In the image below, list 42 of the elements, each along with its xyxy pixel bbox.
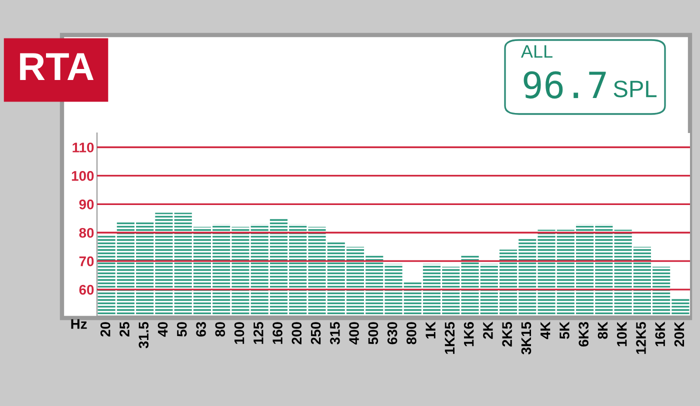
- x-tick-label: 20: [100, 322, 110, 337]
- x-tick-label: 1K6: [464, 322, 474, 346]
- x-tick-label: 10K: [616, 322, 627, 346]
- x-tick-label: 16K: [655, 322, 666, 346]
- x-tick-label: 400: [349, 322, 359, 345]
- x-tick-label: 20K: [674, 322, 684, 347]
- x-tick-label: 100: [234, 322, 244, 344]
- x-tick-label: 8K: [598, 322, 608, 339]
- y-tick-label: 60: [79, 284, 94, 295]
- y-tick-label: 110: [72, 142, 94, 152]
- y-tick-label: 80: [79, 228, 94, 238]
- x-tick-label: 63: [196, 322, 206, 336]
- x-tick-label: 1K25: [444, 322, 455, 354]
- y-tick-label: 90: [79, 199, 94, 210]
- x-tick-label: 40: [158, 322, 168, 337]
- text: ALL: [520, 45, 552, 58]
- text: 96.7: [524, 71, 606, 99]
- x-tick-label: 5K: [560, 322, 570, 339]
- x-tick-label: 50: [176, 322, 187, 337]
- x-tick-label: 315: [330, 322, 340, 344]
- x-tick-label: 800: [406, 322, 416, 344]
- x-tick-label: 6K3: [578, 322, 589, 347]
- x-tick-label: 80: [215, 322, 226, 337]
- x-tick-label: 250: [310, 322, 321, 344]
- x-tick-label: 25: [120, 322, 130, 337]
- x-tick-label: 3K15: [521, 322, 532, 354]
- x-tick-label: 500: [368, 322, 378, 344]
- y-tick-label: 70: [79, 256, 94, 266]
- x-tick-label: 1K: [426, 322, 436, 338]
- y-tick-label: 100: [72, 171, 94, 181]
- x-tick-label: 2K5: [502, 322, 512, 347]
- x-tick-label: 630: [387, 322, 398, 344]
- x-axis-title: Hz: [71, 319, 87, 329]
- chart-title: RTA: [20, 53, 94, 80]
- x-tick-label: 125: [253, 322, 264, 344]
- x-tick-label: 12K5: [636, 322, 646, 354]
- x-tick-label: 31.5: [138, 322, 149, 348]
- x-tick-label: 4K: [540, 322, 550, 340]
- text: SPL: [614, 80, 657, 98]
- x-tick-label: 160: [272, 322, 282, 344]
- x-tick-label: 2K: [483, 322, 493, 339]
- x-tick-label: 200: [292, 322, 302, 344]
